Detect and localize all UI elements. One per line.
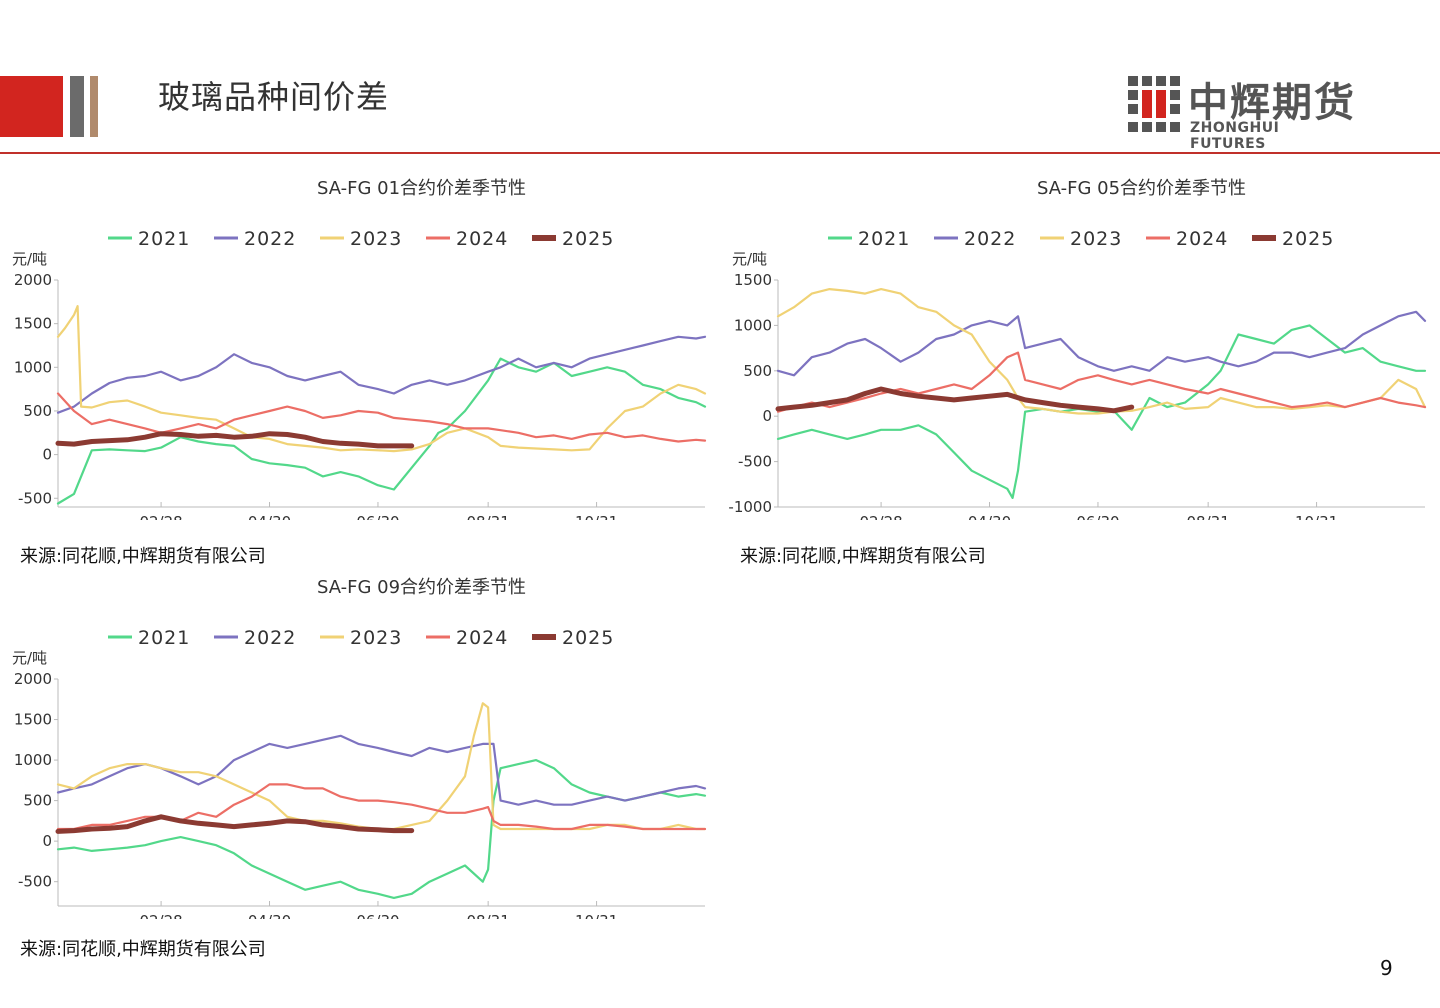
x-tick-label: 08/31 [467, 513, 510, 520]
x-tick-label: 10/31 [575, 912, 618, 919]
y-tick-label: 1000 [14, 751, 52, 769]
series-line-2024 [56, 783, 707, 831]
series-line-2021 [56, 357, 707, 505]
y-tick-label: 2000 [14, 271, 52, 289]
legend-label-2023: 2023 [350, 627, 402, 649]
legend-label-2025: 2025 [562, 228, 614, 250]
series-line-2022 [776, 310, 1427, 377]
page-title: 玻璃品种间价差 [158, 78, 390, 116]
legend-label-2025: 2025 [562, 627, 614, 649]
x-tick-label: 02/28 [139, 912, 182, 919]
y-tick-label: 2000 [14, 670, 52, 688]
y-tick-label: 500 [743, 362, 772, 380]
legend-label-2021: 2021 [138, 228, 190, 250]
chart-title: SA-FG 09合约价差季节性 [317, 577, 526, 598]
x-tick-label: 04/30 [248, 513, 291, 520]
x-tick-label: 06/30 [356, 513, 399, 520]
series-line-2022 [56, 335, 707, 414]
y-tick-label: -500 [18, 873, 52, 891]
y-tick-label: 1500 [14, 711, 52, 729]
x-tick-label: 04/30 [968, 513, 1011, 520]
series-line-2022 [56, 734, 707, 806]
y-tick-label: -1000 [728, 498, 772, 516]
header-red-block [0, 76, 63, 137]
header-gray-bar [70, 76, 84, 137]
chart-title: SA-FG 05合约价差季节性 [1037, 178, 1246, 199]
y-tick-label: 1500 [734, 271, 772, 289]
x-tick-label: 08/31 [467, 912, 510, 919]
series-line-2021 [56, 759, 707, 899]
series-line-2025 [55, 431, 415, 449]
y-axis-unit: 元/吨 [12, 250, 47, 268]
legend-label-2022: 2022 [244, 627, 296, 649]
y-tick-label: 1500 [14, 315, 52, 333]
source-note: 来源:同花顺,中辉期货有限公司 [20, 939, 266, 960]
source-note: 来源:同花顺,中辉期货有限公司 [20, 546, 266, 567]
x-tick-label: 06/30 [1076, 513, 1119, 520]
chart-panel-01: SA-FG 01合约价差季节性 2021 2022 2023 2024 2025 元/吨 20… [0, 170, 720, 520]
company-logo: 中辉期货 ZHONGHUI FUTURES [1128, 74, 1358, 152]
series-line-2023 [56, 305, 707, 453]
legend-label-2024: 2024 [456, 627, 508, 649]
chart-05: SA-FG 05合约价差季节性 2021 2022 2023 2024 2025 元/吨 15… [728, 178, 1427, 520]
chart-panel-05: SA-FG 05合约价差季节性 2021 2022 2023 2024 2025 元/吨 15… [720, 170, 1440, 520]
x-tick-label: 10/31 [575, 513, 618, 520]
header-tan-bar [90, 76, 98, 137]
x-tick-label: 02/28 [139, 513, 182, 520]
y-tick-label: 1000 [734, 316, 772, 334]
x-tick-label: 08/31 [1187, 513, 1230, 520]
legend-label-2025: 2025 [1282, 228, 1334, 250]
page-number: 9 [1380, 956, 1393, 980]
legend-label-2021: 2021 [858, 228, 910, 250]
series-line-2024 [776, 351, 1427, 413]
logo-text-cn: 中辉期货 [1188, 80, 1356, 126]
legend-label-2024: 2024 [1176, 228, 1228, 250]
y-tick-label: 500 [23, 792, 52, 810]
series-line-2025 [775, 386, 1135, 414]
x-tick-label: 10/31 [1295, 513, 1338, 520]
legend-label-2022: 2022 [964, 228, 1016, 250]
series-line-2025 [55, 814, 415, 834]
y-tick-label: -500 [18, 489, 52, 507]
y-tick-label: 500 [23, 402, 52, 420]
legend-label-2023: 2023 [350, 228, 402, 250]
legend-label-2023: 2023 [1070, 228, 1122, 250]
legend-label-2024: 2024 [456, 228, 508, 250]
y-tick-label: 0 [762, 407, 772, 425]
chart-01: SA-FG 01合约价差季节性 2021 2022 2023 2024 2025 元/吨 20… [12, 178, 707, 520]
source-note: 来源:同花顺,中辉期货有限公司 [740, 546, 986, 567]
series-line-2023 [56, 702, 707, 831]
chart-panel-09: SA-FG 09合约价差季节性 2021 2022 2023 2024 2025 元/吨 20… [0, 569, 720, 919]
y-tick-label: 0 [42, 832, 52, 850]
y-tick-label: -500 [738, 453, 772, 471]
chart-title: SA-FG 01合约价差季节性 [317, 178, 526, 199]
y-axis-unit: 元/吨 [12, 649, 47, 667]
series-line-2023 [776, 287, 1427, 415]
legend-label-2022: 2022 [244, 228, 296, 250]
legend-label-2021: 2021 [138, 627, 190, 649]
x-tick-label: 04/30 [248, 912, 291, 919]
header-divider [0, 152, 1440, 154]
y-axis-unit: 元/吨 [732, 250, 767, 268]
y-tick-label: 0 [42, 446, 52, 464]
x-tick-label: 06/30 [356, 912, 399, 919]
x-tick-label: 02/28 [859, 513, 902, 520]
y-tick-label: 1000 [14, 358, 52, 376]
chart-09: SA-FG 09合约价差季节性 2021 2022 2023 2024 2025 元/吨 20… [12, 577, 707, 919]
logo-mark-icon [1128, 76, 1180, 132]
logo-text-en: ZHONGHUI FUTURES [1190, 120, 1280, 152]
